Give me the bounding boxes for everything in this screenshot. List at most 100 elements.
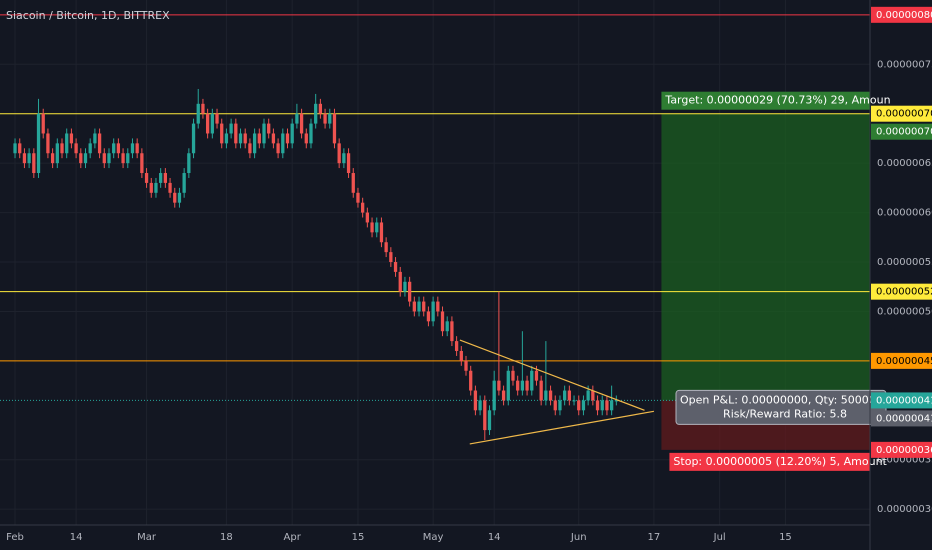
candle-body xyxy=(252,133,257,154)
x-tick-label: 15 xyxy=(352,532,365,543)
candle-body xyxy=(356,192,360,203)
price-tag: 0.00000045 xyxy=(876,356,932,367)
candle-body xyxy=(506,370,510,401)
x-tick-label: 18 xyxy=(220,532,233,543)
candle-body xyxy=(403,281,407,292)
x-tick-label: May xyxy=(423,532,444,543)
y-tick-label: 0.00000030 xyxy=(877,504,932,515)
candle-body xyxy=(93,133,97,144)
candle-body xyxy=(154,182,158,193)
candle-body xyxy=(163,173,168,183)
candle-body xyxy=(323,113,327,124)
candle-body xyxy=(74,143,78,154)
candle-body xyxy=(135,143,139,154)
candle-body xyxy=(548,390,553,401)
candle-body xyxy=(116,143,121,154)
price-tag: 0.00000070 xyxy=(876,109,932,120)
candle-body xyxy=(417,301,421,312)
candle-body xyxy=(614,400,618,402)
candle-body xyxy=(149,182,153,193)
candle-body xyxy=(586,390,590,401)
candle-body xyxy=(530,370,534,391)
candle-body xyxy=(525,380,529,391)
candle-body xyxy=(581,400,586,411)
candle-body xyxy=(238,133,243,144)
candle-body xyxy=(309,123,313,144)
candle-body xyxy=(224,133,229,144)
candle-body xyxy=(271,133,276,144)
candle-body xyxy=(544,390,548,401)
candle-body xyxy=(41,113,45,134)
candle-body xyxy=(205,113,210,134)
candle-body xyxy=(79,153,83,164)
candle-body xyxy=(97,133,102,154)
candle-body xyxy=(191,123,196,154)
candle-body xyxy=(342,153,346,164)
price-tag: 0.00000036 xyxy=(876,445,932,456)
stop-label: Stop: 0.00000005 (12.20%) 5, Amount xyxy=(673,455,887,468)
candle-body xyxy=(276,143,280,154)
candle-body xyxy=(375,222,379,233)
candle-body xyxy=(398,271,402,292)
candle-body xyxy=(440,311,445,332)
candle-body xyxy=(88,143,92,154)
x-tick-label: 14 xyxy=(488,532,501,543)
candle-body xyxy=(69,133,74,144)
x-tick-label: Jul xyxy=(713,532,726,543)
candle-body xyxy=(290,123,294,144)
candle-body xyxy=(257,133,261,144)
candle-body xyxy=(572,400,576,402)
candle-body xyxy=(501,390,506,401)
candle-body xyxy=(445,321,449,332)
candle-body xyxy=(140,153,144,174)
candle-body xyxy=(83,153,88,164)
candle-body xyxy=(450,321,454,342)
candle-body xyxy=(431,301,435,322)
rr-label: Risk/Reward Ratio: 5.8 xyxy=(723,407,847,420)
candle-body xyxy=(32,153,36,174)
candle-body xyxy=(168,182,172,193)
candle-body xyxy=(285,133,290,144)
candle-body xyxy=(483,400,487,431)
candle-body xyxy=(393,262,398,272)
y-tick-label: 0.00000035 xyxy=(877,455,932,466)
stop-label-bg xyxy=(669,452,870,471)
price-tag-bg xyxy=(871,352,932,369)
y-tick-label: 0.00000075 xyxy=(877,59,932,70)
candle-body xyxy=(520,380,525,391)
candle-body xyxy=(60,143,64,154)
candle-body xyxy=(18,143,22,154)
candle-body xyxy=(332,113,337,144)
candle-body xyxy=(248,143,252,154)
candle-body xyxy=(412,301,416,312)
price-tag: 0.00000070 xyxy=(876,127,932,138)
candle-body xyxy=(563,390,567,401)
candle-body xyxy=(50,153,55,164)
y-tick-label: 0.00000065 xyxy=(877,158,932,169)
candle-body xyxy=(591,390,595,401)
candle-body xyxy=(234,123,238,144)
candle-body xyxy=(304,133,308,144)
candle-body xyxy=(182,173,186,193)
price-tag-bg xyxy=(871,410,932,427)
candle-body xyxy=(281,133,285,154)
price-tag: 0.00000052 xyxy=(876,287,932,298)
candle-body xyxy=(126,153,130,164)
candle-body xyxy=(370,222,374,233)
candle-body xyxy=(22,153,27,164)
x-tick-label: Mar xyxy=(137,532,157,543)
target-label-bg xyxy=(661,91,870,110)
candle-body xyxy=(314,103,318,124)
candle-body xyxy=(539,380,543,401)
target-label: Target: 0.00000029 (70.73%) 29, Amoun xyxy=(664,94,890,107)
trendline xyxy=(469,410,655,445)
candle-body xyxy=(516,380,520,391)
candle-body xyxy=(130,143,135,154)
candle-body xyxy=(459,350,463,361)
candle-body xyxy=(121,153,125,164)
candle-body xyxy=(351,173,355,193)
candle-body xyxy=(492,380,496,411)
candle-body xyxy=(107,153,111,164)
candle-body xyxy=(497,380,501,391)
